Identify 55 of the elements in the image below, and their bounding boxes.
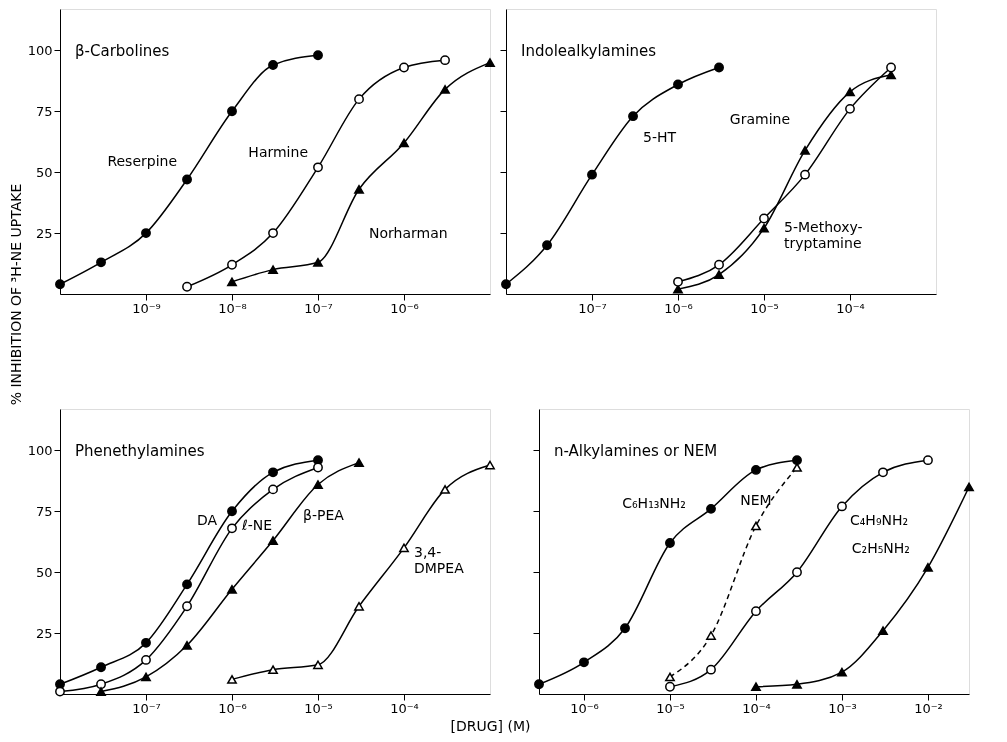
series-label: C₂H₅NH₂: [851, 540, 910, 557]
x-tick-label: 10⁻⁶: [664, 300, 693, 316]
series-label: β-PEA: [303, 506, 345, 523]
x-tick-label: 10⁻⁵: [656, 700, 685, 716]
series-label: 5-Methoxy- tryptamine: [784, 219, 863, 252]
x-tick-label: 10⁻⁵: [750, 300, 779, 316]
y-tick-label: 100: [27, 442, 53, 458]
y-tick-label: 50: [35, 564, 53, 580]
x-tick-label: 10⁻⁸: [218, 300, 247, 316]
x-tick-label: 10⁻⁶: [570, 700, 599, 716]
x-axis-title: [DRUG] (M): [450, 717, 531, 734]
point: [759, 223, 769, 233]
x-tick-label: 10⁻⁴: [390, 700, 419, 716]
point: [886, 62, 896, 73]
y-axis-title: % INHIBITION OF ³H-NE UPTAKE: [7, 183, 24, 406]
series-label: Reserpine: [107, 152, 178, 169]
point: [714, 259, 724, 270]
series-label: Gramine: [729, 111, 791, 128]
x-tick-label: 10⁻³: [828, 700, 857, 716]
x-tick-label: 10⁻⁶: [390, 300, 419, 316]
y-tick-label: 25: [35, 225, 53, 241]
text: Indolealkylamines: [521, 42, 657, 60]
x-tick-label: 10⁻⁴: [742, 700, 771, 716]
x-tick-label: 10⁻⁹: [132, 300, 161, 316]
point: [845, 103, 855, 114]
point: [759, 213, 769, 224]
series-label: 3,4- DMPEA: [414, 543, 465, 576]
point: [673, 276, 683, 287]
y-tick-label: 50: [35, 164, 53, 180]
text: Phenethylamines: [75, 442, 205, 460]
y-tick-label: 100: [27, 42, 53, 58]
series-label: DA: [196, 512, 218, 529]
series-label: Harmine: [248, 144, 308, 161]
x-tick-label: 10⁻⁴: [836, 300, 865, 316]
point: [800, 145, 810, 155]
series-label: ℓ-NE: [241, 517, 273, 534]
series-label: Norharman: [369, 225, 448, 242]
series-label: NEM: [740, 491, 772, 508]
series-label: C₆H₁₃NH₂: [622, 494, 686, 511]
x-tick-label: 10⁻⁷: [578, 300, 607, 316]
text: n-Alkylamines or NEM: [554, 442, 718, 460]
x-tick-label: 10⁻⁶: [218, 700, 247, 716]
x-tick-label: 10⁻⁵: [304, 700, 333, 716]
y-tick-label: 75: [35, 503, 53, 519]
series-label: C₄H₉NH₂: [849, 512, 909, 529]
series-label: 5-HT: [643, 129, 677, 146]
y-tick-label: 25: [35, 625, 53, 641]
point: [800, 169, 810, 180]
point: [714, 270, 724, 279]
x-tick-label: 10⁻²: [914, 700, 943, 716]
text: β-Carbolines: [75, 42, 170, 60]
y-tick-label: 75: [35, 103, 53, 119]
x-tick-label: 10⁻⁷: [132, 700, 161, 716]
x-tick-label: 10⁻⁷: [304, 300, 333, 316]
point: [845, 87, 855, 97]
